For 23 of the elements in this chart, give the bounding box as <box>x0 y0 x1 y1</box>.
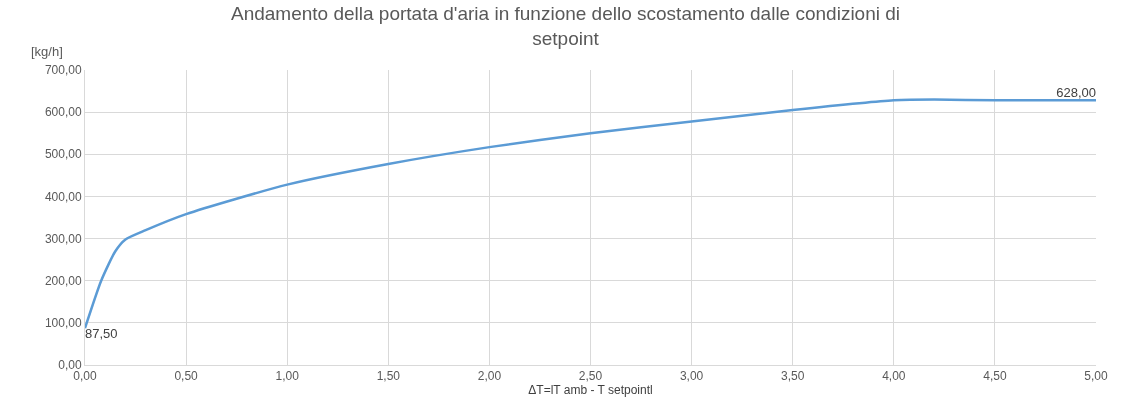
x-tick-label: 1,50 <box>376 369 401 384</box>
x-axis-title: ΔT=lT amb - T setpointl <box>528 383 653 398</box>
x-tick-label: 1,00 <box>275 369 300 384</box>
y-axis-title: [kg/h] <box>31 44 63 59</box>
y-tick-label: 300,00 <box>44 231 82 246</box>
y-tick-label: 400,00 <box>44 189 82 204</box>
x-tick-label: 3,50 <box>781 369 805 384</box>
x-tick-label: 4,50 <box>983 369 1007 384</box>
y-tick-label: 500,00 <box>44 147 82 162</box>
x-tick-label: 0,50 <box>174 369 199 384</box>
y-tick-label: 100,00 <box>44 316 82 331</box>
x-tick-label: 2,00 <box>477 369 502 384</box>
x-tick-label: 5,00 <box>1084 369 1108 384</box>
data-label: 628,00 <box>1056 85 1096 101</box>
data-label: 87,50 <box>85 325 118 341</box>
chart-title: Andamento della portata d'aria in funzione dello scostamento dalle condizioni di setpoint <box>230 3 901 49</box>
x-tick-label: 4,00 <box>882 369 906 384</box>
line-series <box>85 98 1096 330</box>
y-tick-label: 700,00 <box>44 63 82 78</box>
x-tick-label: 3,00 <box>679 369 704 384</box>
y-tick-label: 200,00 <box>44 273 82 288</box>
y-tick-label: 600,00 <box>44 105 82 120</box>
x-tick-label: 2,50 <box>578 369 603 384</box>
